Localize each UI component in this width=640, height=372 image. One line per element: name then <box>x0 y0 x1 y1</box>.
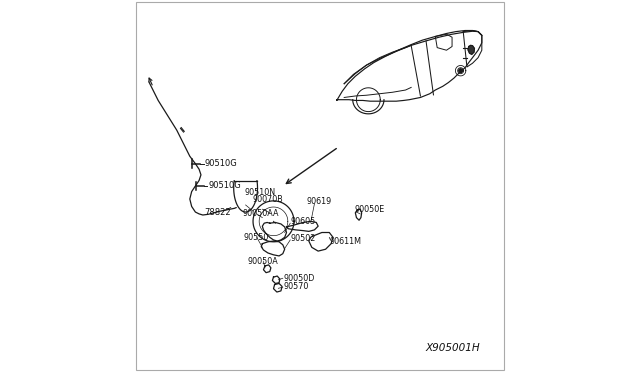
Text: 90510G: 90510G <box>209 182 241 190</box>
Text: 90070B: 90070B <box>252 195 283 203</box>
Text: 90619: 90619 <box>307 197 332 206</box>
Text: 90050A: 90050A <box>248 257 278 266</box>
Text: 90050D: 90050D <box>284 274 315 283</box>
Text: X905001H: X905001H <box>426 343 480 353</box>
Text: 90510N: 90510N <box>244 188 275 197</box>
Text: 90605: 90605 <box>291 217 316 226</box>
Text: 90050AA: 90050AA <box>243 209 279 218</box>
Polygon shape <box>459 69 463 73</box>
Text: 90550: 90550 <box>244 233 269 242</box>
Text: 90570: 90570 <box>284 282 309 291</box>
Text: 90050E: 90050E <box>355 205 385 214</box>
Text: 90510G: 90510G <box>205 159 237 168</box>
Text: 90502: 90502 <box>291 234 316 243</box>
Text: 90611M: 90611M <box>330 237 362 246</box>
Text: 78822: 78822 <box>205 208 231 217</box>
Polygon shape <box>468 45 474 54</box>
